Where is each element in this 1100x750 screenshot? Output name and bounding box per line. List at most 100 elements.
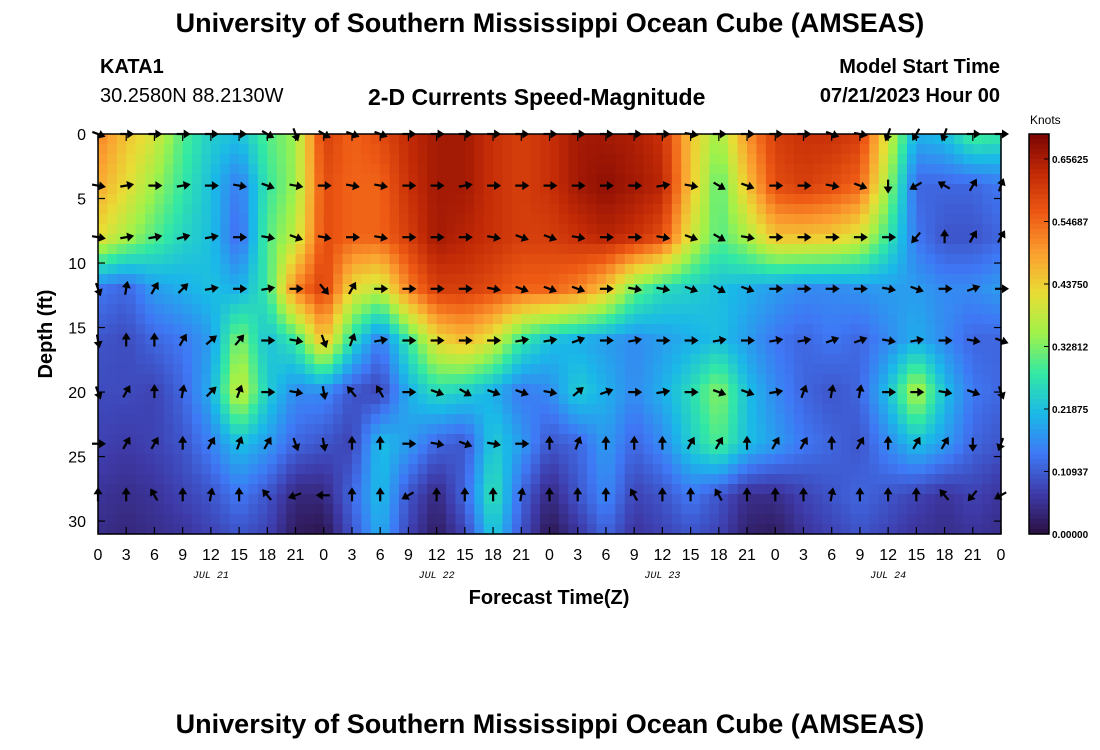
current-vector-arrow — [769, 181, 784, 191]
heatmap-cell — [605, 454, 616, 465]
heatmap-cell — [314, 264, 325, 275]
heatmap-cell — [888, 324, 899, 335]
heatmap-cell — [841, 314, 852, 325]
heatmap-cell — [126, 514, 137, 525]
current-vector-arrow — [628, 284, 643, 294]
heatmap-cell — [549, 254, 560, 265]
heatmap-cell — [436, 474, 447, 485]
heatmap-cell — [248, 424, 259, 435]
heatmap-cell — [493, 294, 504, 305]
heatmap-cell — [869, 304, 880, 315]
heatmap-cell — [98, 414, 109, 425]
heatmap-cell — [540, 294, 551, 305]
heatmap-cell — [389, 244, 400, 255]
heatmap-cell — [888, 344, 899, 355]
heatmap-cell — [897, 414, 908, 425]
x-tick-label: 21 — [738, 547, 756, 564]
current-vector-arrow — [573, 436, 583, 450]
heatmap-cell — [408, 214, 419, 225]
heatmap-cell — [380, 504, 391, 515]
heatmap-cell — [323, 274, 334, 285]
heatmap-cell — [718, 304, 729, 315]
heatmap-cell — [257, 424, 268, 435]
heatmap-cell — [474, 454, 485, 465]
heatmap-cell — [493, 364, 504, 375]
heatmap-cell — [464, 174, 475, 185]
current-vector-arrow — [375, 385, 385, 398]
heatmap-cell — [464, 274, 475, 285]
heatmap-cell — [935, 424, 946, 435]
heatmap-cell — [511, 444, 522, 455]
current-vector-arrow — [995, 284, 1009, 294]
heatmap-cell — [916, 384, 927, 395]
heatmap-cell — [540, 274, 551, 285]
x-tick-label: 3 — [348, 547, 357, 564]
heatmap-cell — [906, 174, 917, 185]
heatmap-cell — [530, 264, 541, 275]
heatmap-cell — [897, 194, 908, 205]
heatmap-cell — [530, 194, 541, 205]
heatmap-cell — [408, 304, 419, 315]
heatmap-cell — [596, 424, 607, 435]
heatmap-cell — [145, 144, 156, 155]
heatmap-cell — [257, 194, 268, 205]
heatmap-cell — [634, 184, 645, 195]
heatmap-cell — [192, 484, 203, 495]
heatmap-cell — [953, 464, 964, 475]
x-tick-label: 3 — [122, 547, 131, 564]
colorbar-swatch — [1029, 449, 1049, 455]
heatmap-cell — [493, 424, 504, 435]
heatmap-cell — [558, 274, 569, 285]
heatmap-cell — [803, 384, 814, 395]
heatmap-cell — [201, 174, 212, 185]
heatmap-cell — [784, 344, 795, 355]
heatmap-cell — [446, 514, 457, 525]
heatmap-cell — [361, 194, 372, 205]
heatmap-cell — [615, 154, 626, 165]
heatmap-cell — [568, 434, 579, 445]
heatmap-cell — [963, 504, 974, 515]
heatmap-cell — [558, 314, 569, 325]
heatmap-cell — [906, 164, 917, 175]
current-vector-arrow — [684, 336, 699, 345]
heatmap-cell — [605, 524, 616, 535]
heatmap-cell — [483, 424, 494, 435]
heatmap-cell — [483, 454, 494, 465]
heatmap-cell — [728, 334, 739, 345]
heatmap-cell — [953, 214, 964, 225]
heatmap-cell — [935, 224, 946, 235]
heatmap-cell — [953, 484, 964, 495]
heatmap-cell — [662, 314, 673, 325]
heatmap-cell — [342, 294, 353, 305]
heatmap-cell — [878, 494, 889, 505]
heatmap-cell — [953, 344, 964, 355]
heatmap-cell — [248, 234, 259, 245]
heatmap-cell — [831, 244, 842, 255]
heatmap-cell — [389, 494, 400, 505]
heatmap-cell — [455, 314, 466, 325]
current-vector-arrow — [770, 487, 780, 502]
heatmap-cell — [455, 394, 466, 405]
heatmap-cell — [229, 174, 240, 185]
heatmap-cell — [822, 294, 833, 305]
heatmap-cell — [276, 364, 287, 375]
heatmap-cell — [784, 234, 795, 245]
heatmap-cell — [361, 514, 372, 525]
heatmap-cell — [436, 444, 447, 455]
heatmap-cell — [756, 384, 767, 395]
current-vector-arrow — [599, 336, 614, 345]
heatmap-cell — [850, 304, 861, 315]
current-vector-arrow — [712, 388, 727, 397]
heatmap-cell — [775, 404, 786, 415]
heatmap-cell — [568, 214, 579, 225]
heatmap-cell — [511, 364, 522, 375]
heatmap-cell — [107, 454, 118, 465]
colorbar-swatch — [1029, 499, 1049, 505]
heatmap-cell — [521, 384, 532, 395]
heatmap-cell — [690, 524, 701, 535]
heatmap-cell — [380, 484, 391, 495]
heatmap-cell — [634, 444, 645, 455]
heatmap-cell — [126, 254, 137, 265]
current-vector-arrow — [571, 335, 586, 345]
heatmap-cell — [652, 194, 663, 205]
